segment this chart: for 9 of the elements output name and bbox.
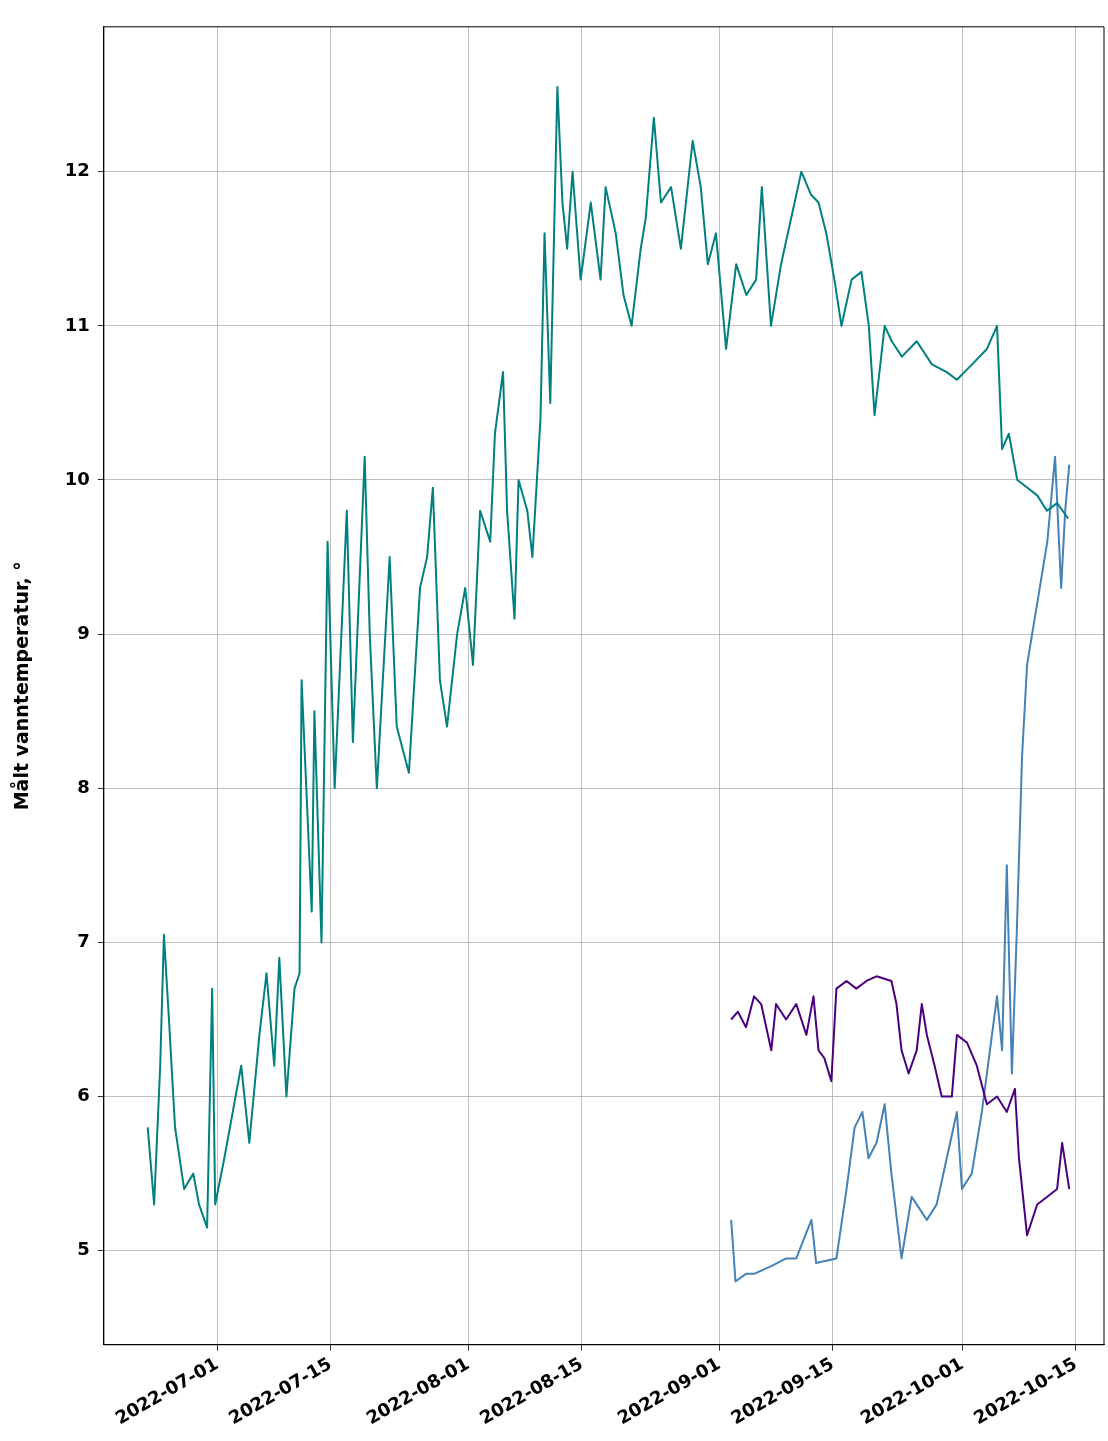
y-tick-label: 10 (64, 467, 90, 489)
y-axis-title: Målt vanntemperatur, ° (9, 561, 33, 811)
y-tick-label: 12 (64, 159, 90, 181)
y-tick-label: 6 (77, 1084, 90, 1106)
y-tick-label: 5 (77, 1238, 90, 1260)
y-tick-label: 7 (77, 930, 90, 952)
y-tick-label: 8 (77, 775, 90, 797)
y-tick-label: 11 (64, 313, 90, 335)
y-tick-label: 9 (77, 621, 90, 643)
